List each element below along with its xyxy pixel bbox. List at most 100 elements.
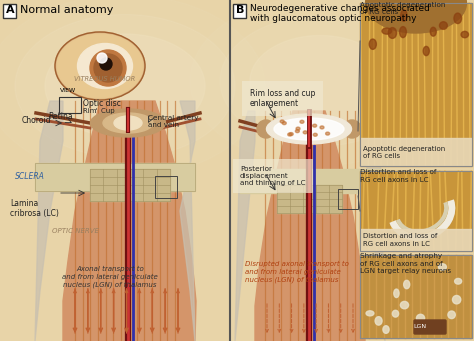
Text: Rim loss and cup
enlargement: Rim loss and cup enlargement (250, 89, 315, 108)
Text: Rim  Cup: Rim Cup (83, 108, 115, 114)
Ellipse shape (382, 28, 392, 34)
Ellipse shape (454, 13, 462, 24)
Bar (360, 255, 472, 338)
FancyBboxPatch shape (234, 3, 246, 17)
Ellipse shape (461, 31, 468, 38)
Text: Apoptotic degeneration
of RG cells: Apoptotic degeneration of RG cells (363, 146, 445, 160)
Ellipse shape (296, 127, 300, 130)
Ellipse shape (320, 126, 324, 129)
Text: Neurodegenerative changes associated
with glaucomatous optic neuropathy: Neurodegenerative changes associated wit… (250, 4, 430, 24)
Bar (240, 169, 385, 193)
Ellipse shape (288, 133, 292, 136)
Text: Apoptotic degeneration
of RG cells: Apoptotic degeneration of RG cells (360, 2, 446, 15)
Ellipse shape (392, 310, 399, 317)
Text: Posterior
displacement
and thinning of LC: Posterior displacement and thinning of L… (240, 166, 306, 186)
Ellipse shape (100, 58, 112, 70)
Ellipse shape (343, 120, 361, 138)
Ellipse shape (300, 120, 304, 123)
Ellipse shape (401, 10, 407, 21)
Ellipse shape (326, 132, 329, 135)
Ellipse shape (57, 34, 143, 98)
Ellipse shape (289, 133, 293, 136)
Ellipse shape (90, 50, 126, 86)
Text: Central artery
and vein: Central artery and vein (148, 115, 199, 128)
Bar (360, 3, 472, 166)
Bar (360, 171, 472, 251)
Ellipse shape (266, 114, 352, 144)
Text: Distortion and loss of
RG cell axons in LC: Distortion and loss of RG cell axons in … (363, 233, 438, 247)
Text: B: B (236, 5, 244, 15)
Ellipse shape (423, 46, 429, 56)
Ellipse shape (404, 280, 410, 289)
Text: Retina: Retina (48, 112, 73, 121)
Ellipse shape (114, 116, 142, 130)
Ellipse shape (430, 27, 436, 36)
Polygon shape (255, 111, 365, 341)
Ellipse shape (303, 131, 307, 134)
Ellipse shape (257, 120, 275, 138)
Bar (155, 176, 177, 198)
Ellipse shape (103, 113, 153, 133)
Bar (35, 163, 195, 191)
Text: Lamina
cribrosa (LC): Lamina cribrosa (LC) (10, 199, 59, 218)
FancyBboxPatch shape (414, 320, 446, 334)
Ellipse shape (0, 0, 265, 177)
Text: VIEW: VIEW (60, 88, 76, 93)
Ellipse shape (274, 118, 344, 140)
Text: OPTIC NERVE: OPTIC NERVE (52, 228, 99, 234)
Bar (338, 189, 358, 209)
Ellipse shape (55, 32, 145, 100)
Ellipse shape (439, 22, 447, 29)
Text: A: A (6, 5, 14, 15)
Ellipse shape (400, 27, 406, 38)
Text: Disrupted axonal transport to
and from lateral geniculate
nucleus (LGN) of thala: Disrupted axonal transport to and from l… (245, 261, 349, 283)
Polygon shape (35, 101, 63, 341)
Bar (360, 229, 472, 251)
Ellipse shape (438, 264, 447, 270)
Ellipse shape (295, 130, 300, 133)
Text: LGN: LGN (413, 324, 427, 328)
Polygon shape (180, 101, 195, 341)
Ellipse shape (313, 133, 317, 136)
Ellipse shape (91, 109, 165, 137)
Ellipse shape (250, 35, 390, 127)
Ellipse shape (282, 122, 286, 125)
Bar (90, 169, 170, 201)
Bar (360, 171, 472, 251)
Polygon shape (365, 111, 385, 341)
FancyBboxPatch shape (3, 3, 17, 17)
Ellipse shape (453, 295, 461, 304)
Ellipse shape (15, 15, 235, 158)
Ellipse shape (369, 39, 376, 49)
Ellipse shape (365, 0, 466, 33)
Text: Axonal transport to
and from lateral geniculate
nucleus (LGN) of thalamus: Axonal transport to and from lateral gen… (62, 266, 158, 288)
Text: Choroid: Choroid (22, 116, 52, 125)
Text: SCLERA: SCLERA (15, 172, 45, 181)
Text: Normal anatomy: Normal anatomy (20, 5, 113, 15)
Ellipse shape (190, 0, 450, 165)
Ellipse shape (366, 311, 374, 316)
Ellipse shape (375, 317, 382, 325)
Ellipse shape (417, 314, 425, 322)
Ellipse shape (280, 120, 284, 123)
Ellipse shape (97, 53, 107, 63)
Ellipse shape (448, 311, 456, 318)
Bar (360, 255, 472, 338)
Ellipse shape (383, 326, 389, 333)
Ellipse shape (220, 16, 420, 146)
Ellipse shape (313, 124, 317, 127)
Ellipse shape (94, 54, 122, 82)
Bar (360, 3, 472, 166)
Polygon shape (63, 101, 196, 341)
Bar (35, 163, 195, 191)
Ellipse shape (394, 289, 399, 298)
Bar (277, 185, 342, 213)
Ellipse shape (45, 34, 205, 138)
Text: VITREOUS HUMOR: VITREOUS HUMOR (74, 76, 136, 82)
Ellipse shape (455, 279, 462, 284)
Bar (360, 138, 472, 166)
Text: Optic disc: Optic disc (83, 99, 121, 108)
Polygon shape (235, 111, 255, 341)
Ellipse shape (388, 28, 397, 39)
Text: Distortion and loss of
RG cell axons in LC: Distortion and loss of RG cell axons in … (360, 169, 437, 182)
